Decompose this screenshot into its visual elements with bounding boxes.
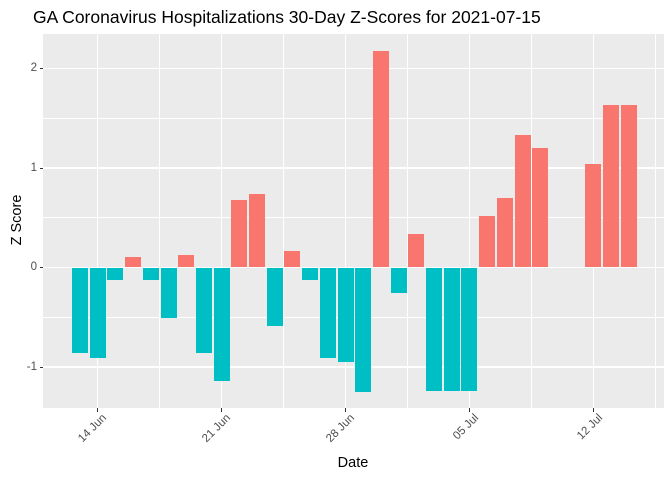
bar	[390, 267, 407, 294]
y-tick-label: 2	[30, 62, 37, 74]
x-tick-mark	[468, 408, 470, 412]
gridline-minor-v	[159, 34, 161, 408]
bar	[585, 164, 602, 268]
y-axis-title: Z Score	[9, 194, 25, 246]
x-tick-mark	[592, 408, 594, 412]
bar	[178, 254, 195, 268]
y-tick-mark	[39, 167, 43, 169]
bar	[213, 267, 230, 381]
x-tick-label-text: 05 Jul	[450, 412, 481, 443]
bar	[160, 267, 177, 319]
bar	[620, 105, 637, 268]
bar	[461, 267, 478, 391]
bar	[107, 267, 124, 281]
gridline-minor-h	[43, 117, 664, 119]
bar	[514, 135, 531, 268]
gridline-major-v	[220, 34, 223, 408]
bar	[249, 193, 265, 268]
bar	[337, 267, 354, 363]
x-tick-label-text: 12 Jul	[574, 412, 605, 443]
gridline-minor-v	[654, 34, 656, 408]
bar	[496, 197, 513, 268]
bar	[266, 267, 283, 327]
x-tick-label-text: 14 Jun	[76, 412, 110, 445]
bar	[319, 267, 336, 359]
gridline-major-v	[344, 34, 347, 408]
bar	[142, 267, 159, 281]
y-tick-mark	[39, 267, 43, 268]
x-tick-mark	[221, 408, 223, 412]
x-tick-mark	[97, 408, 99, 412]
gridline-minor-v	[530, 34, 532, 408]
gridline-major-h	[43, 366, 664, 368]
y-tick-label: 1	[30, 161, 37, 174]
gridline-minor-h	[43, 217, 664, 219]
bar	[603, 105, 619, 268]
bar	[284, 250, 301, 268]
gridline-minor-v	[407, 34, 409, 408]
gridline-major-h	[43, 67, 664, 70]
gridline-major-v	[96, 34, 99, 408]
bar	[408, 233, 425, 268]
bar	[302, 267, 319, 281]
x-axis-title: Date	[337, 455, 369, 471]
x-tick-label-text: 28 Jun	[324, 412, 357, 445]
bar	[372, 50, 389, 268]
gridline-major-v	[468, 34, 471, 408]
bar	[532, 148, 549, 268]
gridline-major-h	[43, 167, 664, 169]
gridline-minor-h	[43, 316, 664, 318]
bar	[479, 215, 496, 268]
bar	[355, 267, 372, 392]
bar	[72, 267, 88, 354]
gridline-minor-v	[283, 34, 285, 408]
plot-panel	[43, 34, 664, 408]
bar	[443, 267, 460, 391]
y-tick-label: 0	[30, 261, 37, 273]
x-tick-mark	[345, 408, 346, 412]
gridline-major-h	[43, 266, 664, 269]
bar	[426, 267, 442, 391]
chart-title: GA Coronavirus Hospitalizations 30-Day Z…	[33, 7, 541, 27]
y-tick-label: -1	[26, 360, 37, 373]
x-tick-label-text: 21 Jun	[200, 412, 234, 445]
y-tick-mark	[39, 366, 43, 368]
bar	[195, 267, 212, 354]
bar	[231, 199, 248, 268]
y-tick-mark	[39, 68, 43, 69]
bar	[89, 267, 106, 359]
bar	[125, 256, 142, 268]
